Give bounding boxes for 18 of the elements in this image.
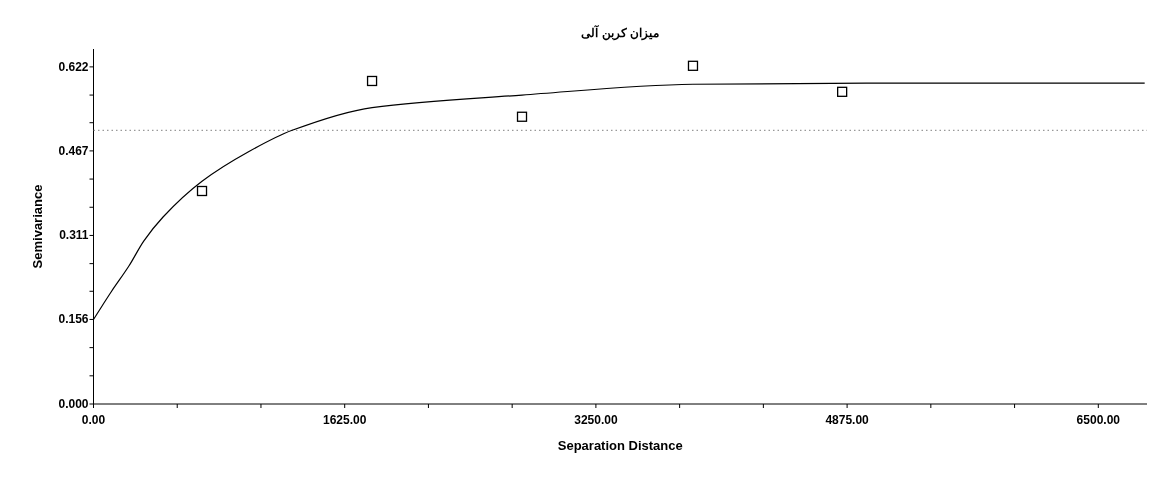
y-tick-label: 0.000 [58,397,89,411]
point [516,111,528,122]
y-axis-title: Semivariance [30,184,45,269]
x-tick-label: 1625.00 [323,413,367,427]
y-tick-label: 0.156 [58,312,89,327]
point [366,75,378,87]
y-tick-label: 0.622 [58,59,89,74]
x-tick-label: 6500.00 [1076,413,1121,427]
point [196,185,208,197]
point [687,60,699,71]
y-tick-label: 0.311 [59,228,89,243]
point [837,86,848,97]
y-tick-label: 0.467 [58,143,89,158]
x-axis-title: Separation Distance [557,438,683,453]
x-tick-label: 3250.00 [574,413,618,427]
x-tick-label: 4875.00 [825,413,870,427]
x-tick-label: 0.00 [81,413,106,427]
chart-title: میزان کربن آلی [581,24,660,41]
